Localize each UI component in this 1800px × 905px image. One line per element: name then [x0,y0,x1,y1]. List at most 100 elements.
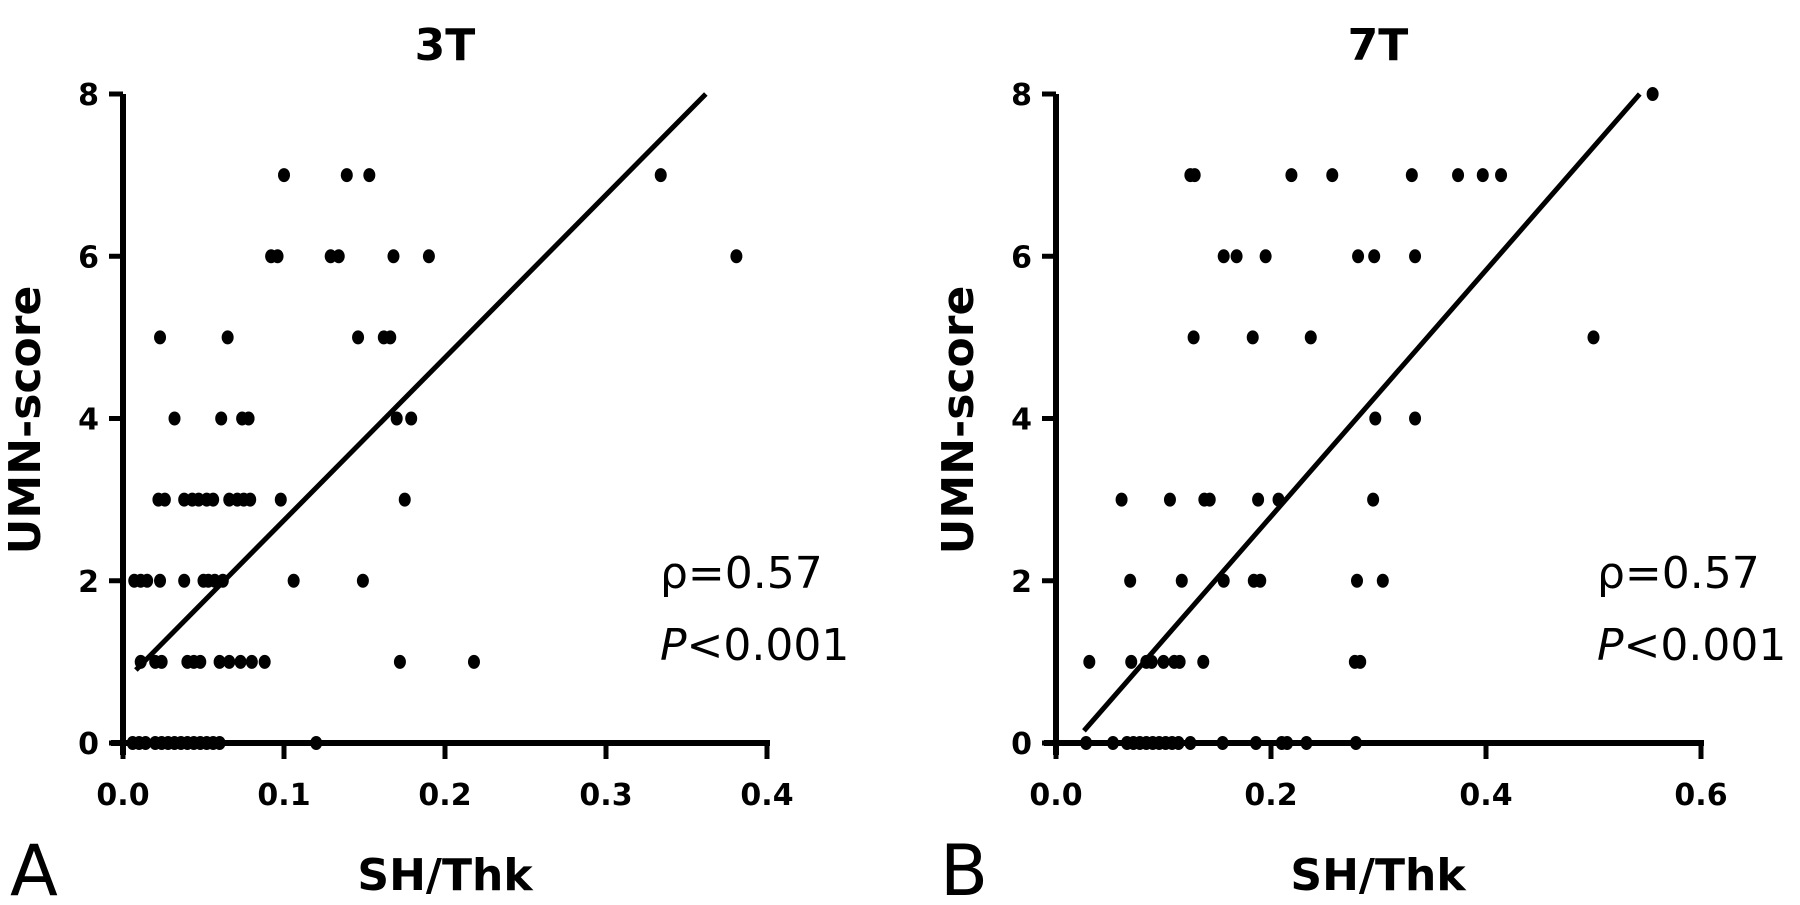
data-point [1188,168,1201,183]
data-point [154,573,167,588]
data-point [1230,249,1243,264]
data-point [1281,736,1294,750]
x-tick-label: 0.4 [1459,778,1512,813]
data-point [244,492,257,507]
data-point [1249,736,1262,750]
data-point [1173,654,1186,669]
data-point [287,573,300,588]
y-tick-label: 0 [1011,727,1032,762]
data-point [398,492,411,507]
data-point [1354,654,1367,669]
y-axis-label: UMN-score [933,286,984,555]
data-point [310,736,323,750]
data-point [139,736,152,750]
data-point [356,573,369,588]
regression-line [134,92,708,672]
data-point [1259,249,1272,264]
data-point [352,330,365,345]
data-point [1217,573,1230,588]
y-tick-label: 2 [78,565,99,600]
y-tick-label: 2 [1011,565,1032,600]
data-point [1124,573,1137,588]
x-tick-label: 0.3 [579,778,632,813]
data-point [1352,249,1365,264]
data-point [1272,492,1285,507]
data-point [1217,249,1230,264]
data-point [1145,654,1158,669]
data-point [258,654,271,669]
chart-title: 7T [1348,20,1409,71]
data-point [1476,168,1489,183]
data-point [1587,330,1600,345]
x-tick-label: 0.4 [740,778,793,813]
data-point [654,168,667,183]
data-point [405,411,418,426]
data-point [1246,330,1259,345]
data-point [1157,654,1170,669]
panel-label: B [940,830,988,905]
data-point [1115,492,1128,507]
p-value: <0.001 [1624,620,1787,671]
p-value-annotation: P<0.001 [1597,620,1786,671]
data-point [422,249,435,264]
data-point [168,411,181,426]
data-point [1285,168,1298,183]
data-point [242,411,255,426]
data-point [221,330,234,345]
data-point [215,411,228,426]
data-point [1300,736,1313,750]
data-point [1409,249,1422,264]
data-point [1172,736,1185,750]
data-point [363,168,376,183]
x-tick-label: 0.1 [257,778,310,813]
y-tick-label: 0 [78,727,99,762]
data-point [1125,654,1138,669]
p-symbol: P [660,620,687,671]
data-point [1216,736,1229,750]
data-point [730,249,743,264]
data-point [154,330,167,345]
data-point [390,411,403,426]
data-point [141,573,154,588]
data-point [1495,168,1508,183]
data-point [1197,654,1210,669]
data-point [207,492,220,507]
data-point [1252,492,1265,507]
data-point [332,249,345,264]
y-tick-label: 8 [78,78,99,113]
data-point [384,330,397,345]
y-tick-label: 4 [78,403,99,438]
data-point [467,654,480,669]
data-point [213,654,226,669]
panel-a-3t: 3T UMN-score SH/Thk A ρ=0.57 P<0.001 0 2 4… [0,20,849,905]
data-point [194,654,207,669]
data-point [1326,168,1339,183]
p-value: <0.001 [687,620,850,671]
data-point [271,249,284,264]
rho-annotation: ρ=0.57 [660,548,823,599]
data-point [1376,573,1389,588]
p-symbol: P [1597,620,1624,671]
data-point [178,573,191,588]
data-point [1080,736,1093,750]
data-point [234,654,247,669]
data-point [1646,87,1659,101]
data-point [1368,249,1381,264]
data-point [1203,492,1216,507]
y-tick-label: 8 [1011,78,1032,113]
data-point [1409,411,1422,426]
chart-title: 3T [415,20,476,71]
rho-annotation: ρ=0.57 [1597,548,1760,599]
data-point [340,168,353,183]
panel-label: A [10,830,58,905]
data-point [1163,492,1176,507]
data-point [1184,736,1197,750]
y-tick-label: 6 [78,240,99,275]
x-tick-label: 0.2 [418,778,471,813]
data-point [1349,736,1362,750]
x-tick-label: 0.0 [96,778,149,813]
data-point [134,654,147,669]
x-axis-label: SH/Thk [1290,850,1467,901]
regression-line [1082,92,1642,733]
